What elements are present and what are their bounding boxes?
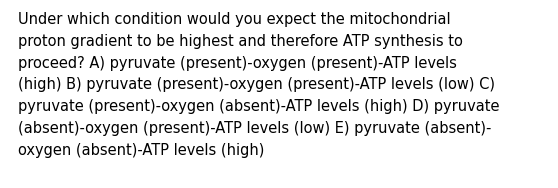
Text: Under which condition would you expect the mitochondrial: Under which condition would you expect t… (18, 12, 451, 27)
Text: (absent)-oxygen (present)-ATP levels (low) E) pyruvate (absent)-: (absent)-oxygen (present)-ATP levels (lo… (18, 121, 492, 136)
Text: proton gradient to be highest and therefore ATP synthesis to: proton gradient to be highest and theref… (18, 34, 463, 49)
Text: oxygen (absent)-ATP levels (high): oxygen (absent)-ATP levels (high) (18, 143, 264, 158)
Text: pyruvate (present)-oxygen (absent)-ATP levels (high) D) pyruvate: pyruvate (present)-oxygen (absent)-ATP l… (18, 99, 499, 114)
Text: proceed? A) pyruvate (present)-oxygen (present)-ATP levels: proceed? A) pyruvate (present)-oxygen (p… (18, 56, 457, 71)
Text: (high) B) pyruvate (present)-oxygen (present)-ATP levels (low) C): (high) B) pyruvate (present)-oxygen (pre… (18, 77, 495, 92)
